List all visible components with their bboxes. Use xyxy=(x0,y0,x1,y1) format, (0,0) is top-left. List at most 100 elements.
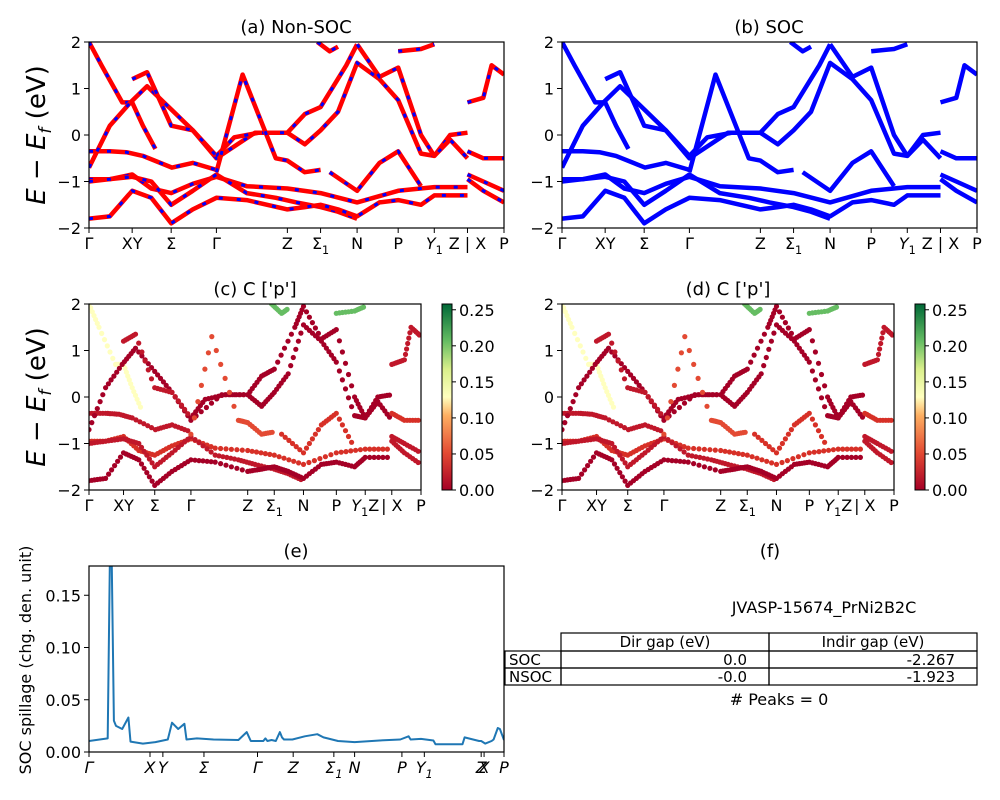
scatter-point xyxy=(848,454,855,460)
scatter-point xyxy=(821,448,827,454)
scatter-point xyxy=(146,456,152,462)
scatter-point xyxy=(853,446,859,452)
scatter-point xyxy=(583,355,589,361)
scatter-point xyxy=(665,457,671,463)
xtick-label: Y1 xyxy=(426,234,443,257)
scatter-point xyxy=(94,406,100,412)
scatter-point xyxy=(404,346,410,352)
scatter-point xyxy=(625,368,631,374)
xtick-label: P xyxy=(866,234,876,253)
band-nonsoc-0 xyxy=(89,149,218,173)
band-soc-14 xyxy=(939,177,977,205)
scatter-point xyxy=(285,371,291,377)
panel-f-subtitle: JVASP-15674_PrNi2B2C xyxy=(731,598,917,618)
scatter-point xyxy=(116,365,122,371)
scatter-point xyxy=(136,400,142,406)
scatter-point xyxy=(345,395,352,401)
scatter-point xyxy=(281,455,287,461)
xtick-label: Σ xyxy=(150,496,160,515)
scatter-point xyxy=(572,330,578,336)
table-header-indir-gap: Indir gap (eV) xyxy=(822,633,925,651)
scatter-point xyxy=(599,377,605,383)
scatter-point xyxy=(132,392,139,398)
scatter-point xyxy=(205,350,211,356)
scatter-point xyxy=(144,452,150,458)
scatter-point xyxy=(343,449,349,455)
xtick-label: P xyxy=(499,234,509,253)
scatter-point xyxy=(609,440,615,447)
scatter-point xyxy=(818,371,825,378)
scatter-point xyxy=(122,365,128,371)
scatter-point xyxy=(762,440,769,447)
xtick-label: P xyxy=(499,758,509,777)
xtick-label: N xyxy=(351,234,363,253)
scatter-point xyxy=(204,442,210,448)
scatter-point xyxy=(685,445,691,451)
panel-b: (b) SOC −2 −1 0 1 2 Γ XY Σ Γ Z Σ1 N P Y1 Z | X P xyxy=(530,17,982,257)
scatter-point xyxy=(185,428,191,434)
band-nonsoc-dash-5 xyxy=(89,43,359,169)
scatter-point xyxy=(357,447,363,453)
scatter-point xyxy=(148,376,155,382)
ytick-label: 2 xyxy=(544,295,554,314)
scatter-point xyxy=(697,454,703,460)
band-nonsoc-12 xyxy=(466,149,504,161)
scatter-point xyxy=(818,433,825,440)
ytick-label: 1 xyxy=(544,342,554,361)
scatter-point xyxy=(128,381,134,387)
scatter-point xyxy=(681,400,688,406)
scatter-point xyxy=(675,366,681,372)
scatter-point xyxy=(222,375,228,381)
panel-d-scatter xyxy=(562,304,894,488)
scatter-point xyxy=(665,437,671,443)
scatter-point xyxy=(289,440,296,447)
scatter-point xyxy=(888,459,894,466)
scatter-point xyxy=(619,474,626,480)
band-nonsoc-dash-6 xyxy=(131,70,218,157)
scatter-point xyxy=(288,363,294,369)
scatter-point xyxy=(815,360,822,366)
scatter-point xyxy=(587,369,593,375)
ytick-label: 0 xyxy=(71,126,81,145)
scatter-point xyxy=(822,439,828,445)
scatter-point xyxy=(740,451,746,457)
xtick-label: | X xyxy=(854,496,875,515)
scatter-point xyxy=(609,457,615,463)
scatter-point xyxy=(681,449,687,455)
scatter-point xyxy=(89,305,94,311)
scatter-point xyxy=(655,406,661,412)
band-nonsoc-dash-0 xyxy=(89,149,217,172)
scatter-point xyxy=(609,340,615,346)
scatter-point xyxy=(879,335,885,341)
scatter-point xyxy=(689,453,695,459)
scatter-point xyxy=(384,454,390,460)
panel-a-xaxis: Γ XY Σ Γ Z Σ1 N P Y1 Z | X P xyxy=(85,228,509,257)
scatter-point xyxy=(601,381,607,387)
scatter-point xyxy=(139,349,145,355)
scatter-point xyxy=(576,475,582,481)
panel-f-title: (f) xyxy=(760,541,780,562)
scatter-point xyxy=(226,389,233,395)
scatter-point xyxy=(218,361,224,367)
scatter-point xyxy=(296,460,302,466)
scatter-point xyxy=(784,458,791,464)
xtick-label: P xyxy=(397,758,407,777)
scatter-point xyxy=(328,452,334,458)
scatter-point xyxy=(123,369,129,375)
scatter-point xyxy=(726,449,733,455)
scatter-point xyxy=(859,414,866,420)
xtick-label: Z xyxy=(282,234,293,253)
scatter-point xyxy=(204,458,210,464)
scatter-point xyxy=(669,458,675,464)
scatter-point xyxy=(134,396,140,402)
scatter-point xyxy=(336,338,342,344)
scatter-point xyxy=(602,385,608,391)
scatter-point xyxy=(776,445,783,451)
scatter-point xyxy=(202,366,208,372)
band-soc-6 xyxy=(604,69,692,158)
xtick-label: XY xyxy=(122,234,143,253)
panel-b-bands xyxy=(562,42,977,226)
scatter-point xyxy=(673,443,679,449)
scatter-point xyxy=(835,446,841,452)
band-soc-9 xyxy=(828,43,943,160)
